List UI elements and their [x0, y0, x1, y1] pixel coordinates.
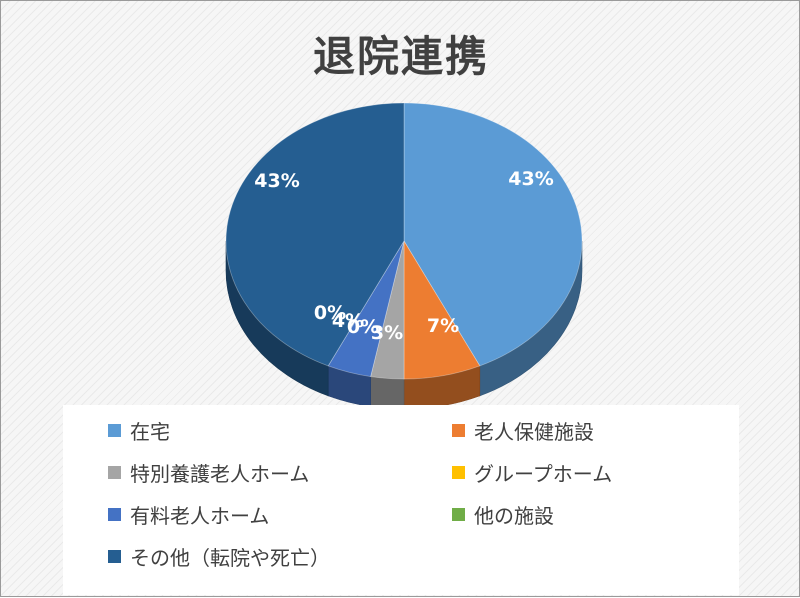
legend-item: 有料老人ホーム — [108, 500, 269, 528]
legend-swatch — [108, 549, 121, 563]
pie-slice-1 — [403, 239, 481, 380]
legend-label: 他の施設 — [474, 503, 554, 528]
legend-label: その他（転院や死亡） — [130, 545, 330, 570]
legend-item: グループホーム — [452, 458, 612, 486]
legend-item: 在宅 — [108, 416, 170, 444]
legend-label: 老人保健施設 — [474, 419, 594, 444]
legend-item: その他（転院や死亡） — [108, 542, 330, 570]
legend-label: 在宅 — [130, 419, 170, 444]
legend-label: 有料老人ホーム — [130, 503, 270, 528]
data-label-4: 4% — [332, 310, 364, 332]
legend-label: 特別養護老人ホーム — [130, 461, 310, 486]
pie-slice-6 — [225, 102, 405, 367]
legend-swatch — [452, 423, 465, 437]
data-label-5: 0% — [314, 302, 346, 324]
pie-slice-2 — [370, 240, 405, 380]
legend-swatch — [452, 465, 465, 479]
data-label-1: 7% — [427, 315, 459, 337]
legend-label: グループホーム — [474, 461, 613, 486]
chart-title: 退院連携 — [312, 32, 489, 81]
data-label-2: 3% — [371, 322, 403, 344]
data-label-3: 0% — [347, 316, 379, 338]
legend-item: 老人保健施設 — [452, 416, 594, 444]
legend: 在宅 老人保健施設特別養護老人ホーム グループホーム有料老人ホーム 他の施設その他（転… — [63, 405, 739, 595]
legend-swatch — [452, 507, 465, 521]
legend-swatch — [108, 465, 121, 479]
data-label-6: 43% — [254, 170, 299, 192]
legend-swatch — [108, 507, 121, 521]
data-label-0: 43% — [508, 168, 553, 190]
pie-slice-4 — [327, 240, 405, 378]
legend-swatch — [108, 423, 121, 437]
legend-item: 特別養護老人ホーム — [108, 458, 309, 486]
legend-item: 他の施設 — [452, 500, 554, 528]
pie-slice-0 — [403, 102, 583, 367]
